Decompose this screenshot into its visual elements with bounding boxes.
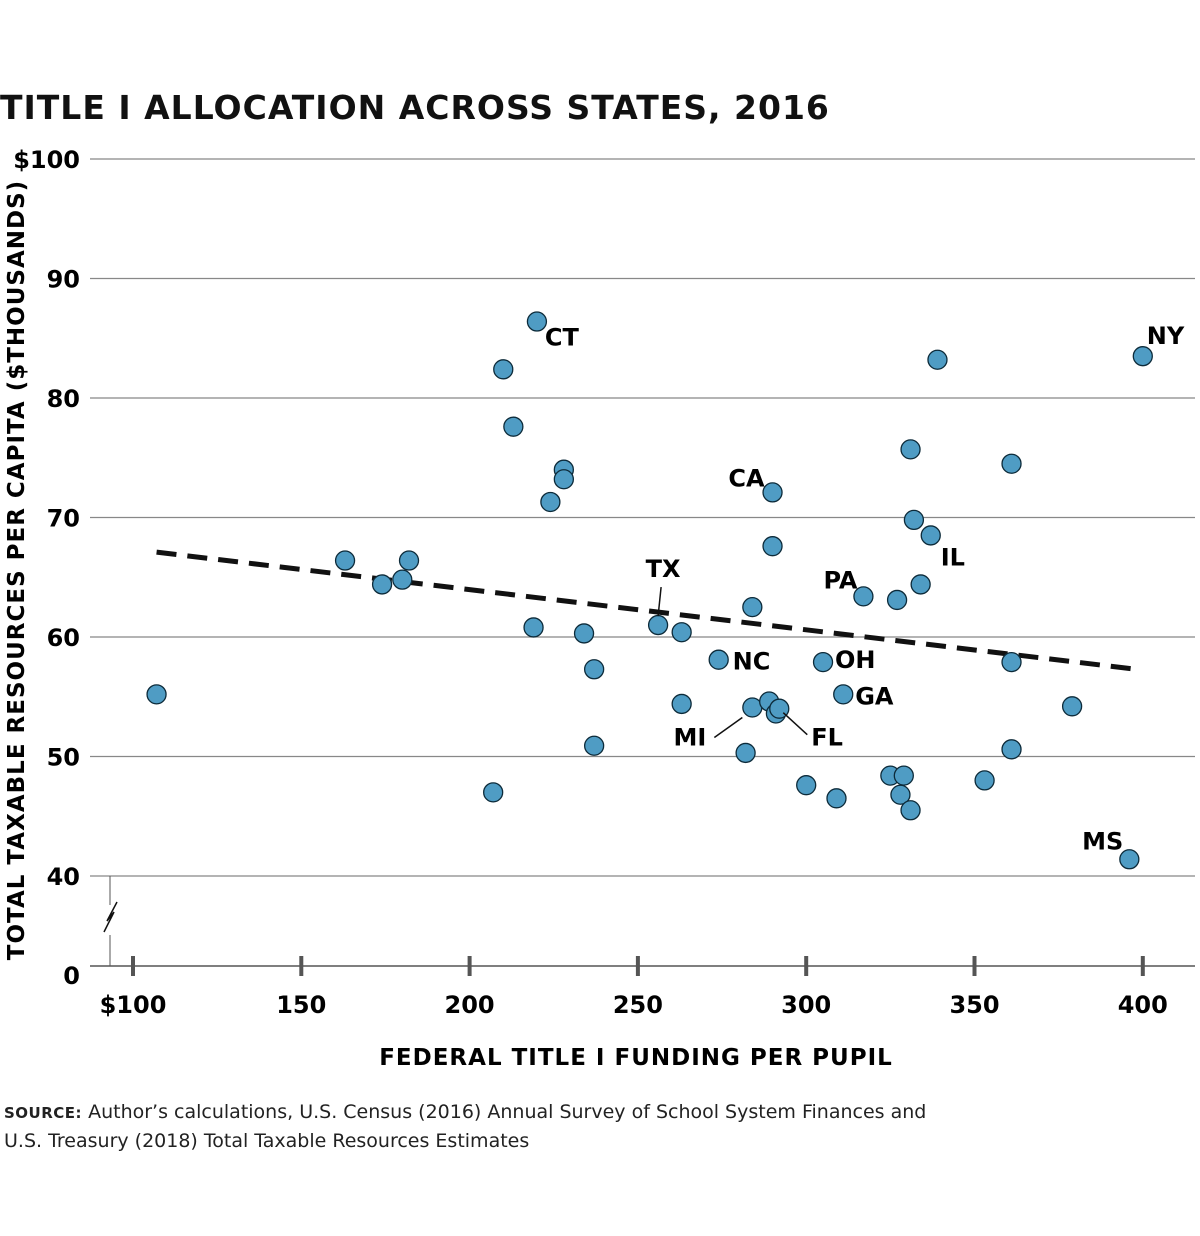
point-label-nc: NC xyxy=(733,648,771,676)
leader-line xyxy=(657,586,662,617)
data-point xyxy=(671,622,692,643)
data-point xyxy=(493,359,514,380)
y-tick-label: 40 xyxy=(47,863,80,891)
y-tick-label: 80 xyxy=(47,385,80,413)
data-point xyxy=(903,509,925,531)
data-point xyxy=(886,589,908,611)
data-point xyxy=(573,623,595,644)
data-point xyxy=(708,649,729,670)
data-point xyxy=(371,574,393,595)
data-point xyxy=(900,800,921,821)
data-point xyxy=(1061,696,1083,717)
data-point xyxy=(890,784,911,805)
source-note: SOURCE: Author’s calculations, U.S. Cens… xyxy=(4,1098,1004,1155)
data-point xyxy=(826,788,847,809)
data-point xyxy=(503,416,524,437)
data-point xyxy=(796,775,817,796)
y-tick-label: 70 xyxy=(47,505,80,533)
x-axis-label: FEDERAL TITLE I FUNDING PER PUPIL xyxy=(379,1045,893,1071)
data-point xyxy=(762,536,783,557)
source-line-2: U.S. Treasury (2018) Total Taxable Resou… xyxy=(4,1130,530,1152)
data-point xyxy=(146,684,167,705)
point-label-ca: CA xyxy=(728,464,765,492)
leader-line xyxy=(782,712,808,736)
data-point xyxy=(1001,651,1022,673)
chart-title: TITLE I ALLOCATION ACROSS STATES, 2016 xyxy=(0,88,830,127)
x-tick-label: 150 xyxy=(276,991,326,1019)
data-point xyxy=(583,735,605,756)
trendline-group xyxy=(156,549,1137,672)
data-point xyxy=(334,550,356,571)
point-label-ct: CT xyxy=(545,324,580,352)
trendline xyxy=(156,549,1137,672)
x-tick-label: 300 xyxy=(781,991,831,1019)
y-tick-label: 90 xyxy=(47,266,80,294)
data-point xyxy=(553,469,574,490)
point-labels: CT TX NC MI CA FL OH GA PA IL MS NY xyxy=(545,322,1185,855)
x-tick-label: $100 xyxy=(100,991,167,1019)
source-label: SOURCE: xyxy=(4,1104,83,1122)
data-point xyxy=(540,491,561,513)
data-point xyxy=(974,770,995,791)
x-tick-label: 200 xyxy=(445,991,495,1019)
data-point xyxy=(833,684,854,705)
x-tick-label: 350 xyxy=(949,991,999,1019)
data-point xyxy=(742,596,763,618)
y-tick-label: 50 xyxy=(47,744,80,772)
data-point xyxy=(583,659,605,680)
data-point xyxy=(483,782,504,803)
data-point xyxy=(1132,346,1153,367)
data-point xyxy=(523,617,544,638)
y-tick-label: 60 xyxy=(47,624,80,652)
data-point xyxy=(1001,453,1022,474)
source-line-1: Author’s calculations, U.S. Census (2016… xyxy=(88,1101,927,1123)
data-point xyxy=(392,569,413,590)
point-label-il: IL xyxy=(941,543,965,571)
point-label-ga: GA xyxy=(855,682,894,710)
point-label-oh: OH xyxy=(835,646,876,674)
data-points xyxy=(146,311,1153,870)
data-point xyxy=(910,574,931,595)
point-label-fl: FL xyxy=(811,724,843,752)
data-point xyxy=(900,439,921,460)
x-tick-label: 400 xyxy=(1118,991,1168,1019)
data-point xyxy=(920,525,941,546)
leader-line xyxy=(713,716,743,739)
data-point xyxy=(893,765,914,786)
data-point xyxy=(927,349,948,370)
data-point xyxy=(1119,849,1140,870)
gridlines xyxy=(90,158,1195,877)
data-point xyxy=(735,742,756,764)
point-label-ms: MS xyxy=(1082,827,1123,855)
data-point xyxy=(671,693,692,715)
y-zero-label: 0 xyxy=(63,962,80,990)
x-tick-label: 250 xyxy=(613,991,663,1019)
data-point xyxy=(762,482,783,503)
data-point xyxy=(1001,739,1022,760)
data-point xyxy=(812,651,834,673)
point-label-tx: TX xyxy=(646,555,681,583)
point-label-mi: MI xyxy=(674,724,707,752)
axis-break-icon xyxy=(103,901,118,933)
point-label-ny: NY xyxy=(1147,322,1185,350)
point-label-pa: PA xyxy=(823,566,857,594)
y-axis-label: TOTAL TAXABLE RESOURCES PER CAPITA ($THO… xyxy=(4,180,30,960)
data-point xyxy=(526,311,548,332)
y-tick-label: $100 xyxy=(13,146,80,174)
data-point xyxy=(647,614,669,636)
data-point xyxy=(742,697,763,718)
data-point xyxy=(853,586,874,607)
data-point xyxy=(398,550,420,571)
